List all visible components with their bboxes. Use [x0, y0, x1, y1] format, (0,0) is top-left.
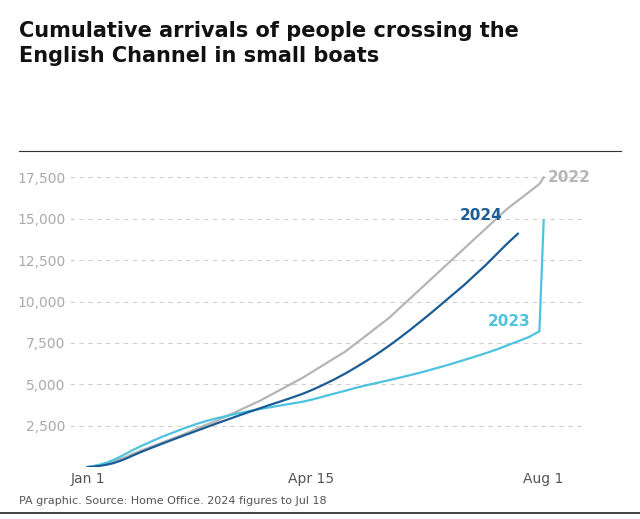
Text: PA graphic. Source: Home Office. 2024 figures to Jul 18: PA graphic. Source: Home Office. 2024 fi…: [19, 496, 327, 506]
Text: 2022: 2022: [548, 170, 591, 185]
Text: 2024: 2024: [460, 208, 502, 223]
Text: Cumulative arrivals of people crossing the
English Channel in small boats: Cumulative arrivals of people crossing t…: [19, 21, 519, 65]
Text: 2023: 2023: [488, 314, 531, 329]
